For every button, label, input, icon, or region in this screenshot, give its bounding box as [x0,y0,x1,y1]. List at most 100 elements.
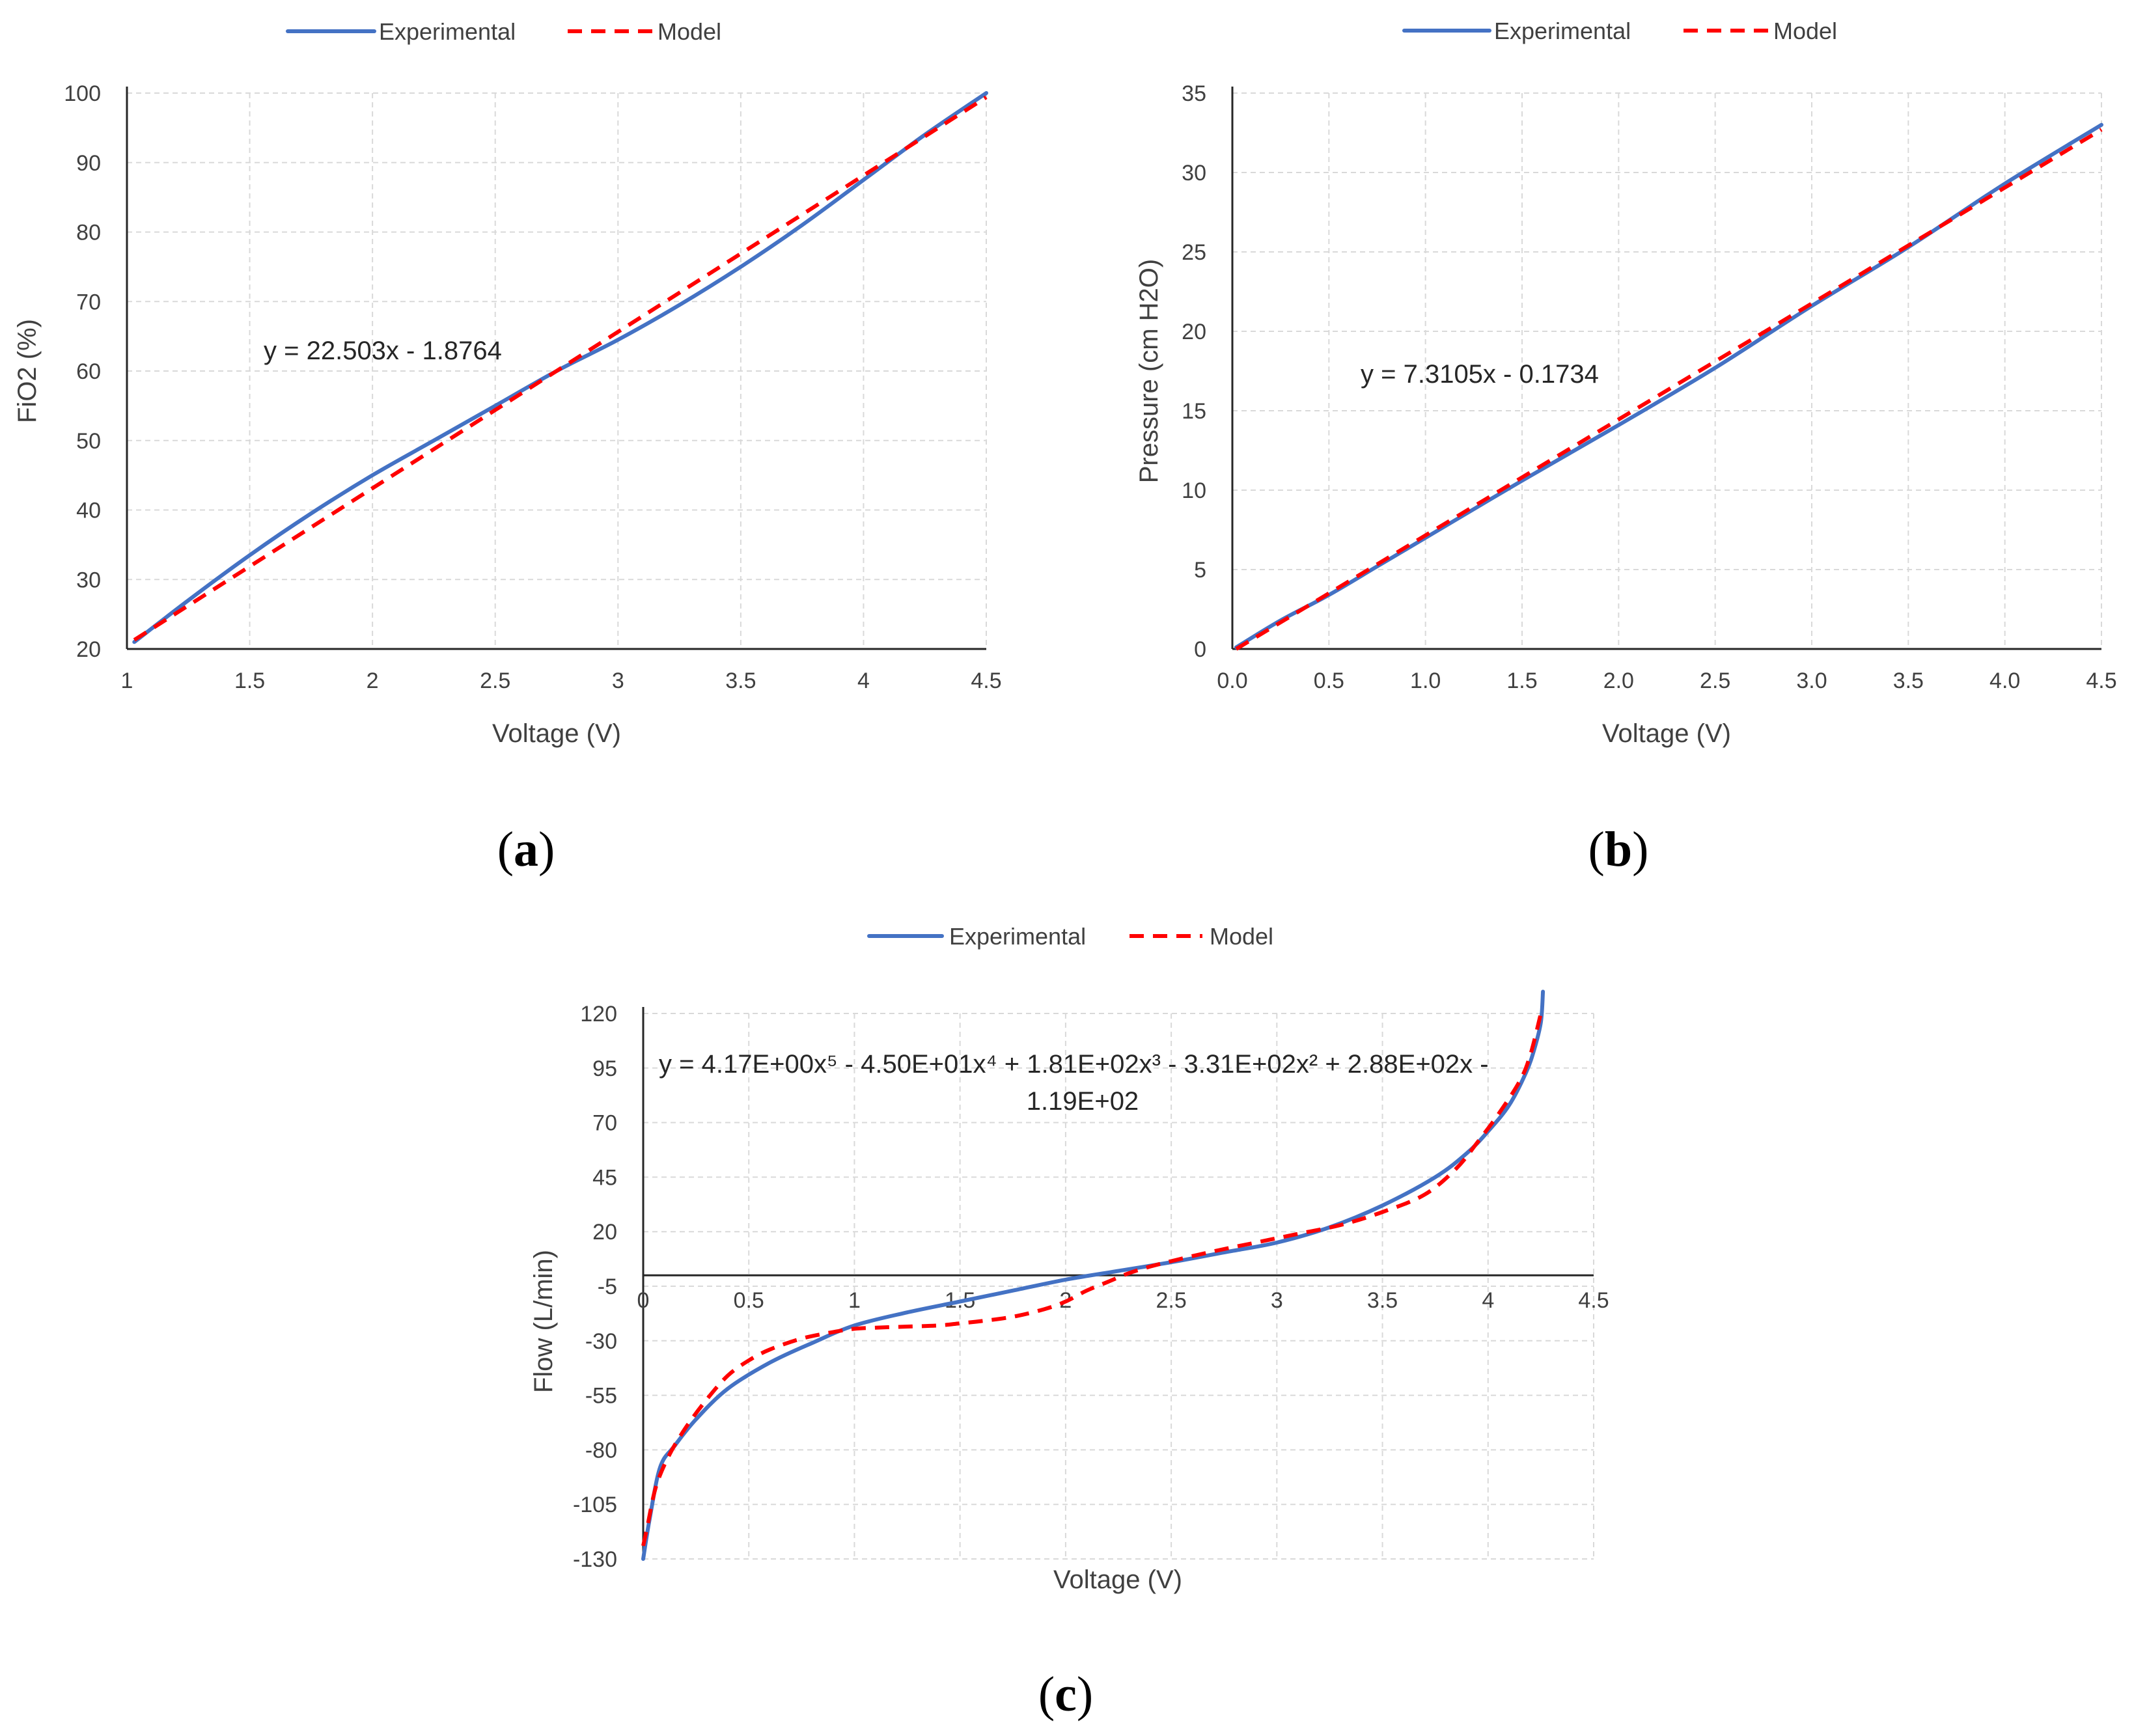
y-axis-label-c: Flow (L/min) [529,1250,558,1393]
x-tick-labels-a: 1 1.5 2 2.5 3 3.5 4 4.5 [121,668,1002,693]
series-a [132,91,988,644]
panel-letter-a: a [514,822,538,877]
x-tick-label: 2.5 [1700,668,1730,693]
x-tick-label: 3.0 [1796,668,1827,693]
legend-c: Experimental Model [867,923,1273,950]
x-tick-label: 3 [612,668,624,693]
legend-experimental-label: Experimental [1494,18,1631,44]
x-tick-label: 1 [848,1288,861,1313]
x-axis-label-a: Voltage (V) [492,719,621,748]
y-tick-label: 50 [76,429,101,454]
series-b [1234,122,2103,651]
equation-b: y = 7.3105x - 0.1734 [1361,360,1599,389]
x-tick-label: 0.5 [1314,668,1344,693]
y-tick-label: 80 [76,221,101,245]
x-tick-label: 4.5 [2086,668,2116,693]
y-tick-label: 30 [76,568,101,592]
y-tick-label: 100 [64,81,101,106]
x-tick-label: 2 [367,668,379,693]
axes-c [642,1007,1594,1559]
y-tick-label: -30 [585,1329,617,1354]
series-model-line [133,95,988,642]
x-tick-label: 1.5 [1506,668,1537,693]
x-tick-label: 0 [637,1288,650,1313]
series-model-line [641,1013,1543,1547]
y-tick-label: 120 [580,1002,617,1026]
y-tick-label: 0 [1194,637,1206,662]
y-tick-label: 5 [1194,558,1206,583]
x-axis-label-c: Voltage (V) [1053,1565,1182,1594]
x-tick-labels-c: 0 0.5 1 1.5 2 2.5 3 3.5 4 4.5 [637,1288,1609,1313]
y-tick-label: 35 [1182,81,1206,106]
chart-c: Experimental Model 0 0.5 1 1.5 2 2.5 3 3.5 4 4.5 … [529,923,1609,1722]
equation-a: y = 22.503x - 1.8764 [264,337,502,365]
y-tick-label: 95 [592,1056,617,1081]
gridlines-c [643,1013,1594,1560]
x-tick-label: 1.5 [234,668,265,693]
legend-a: Experimental Model [286,18,721,45]
panel-letter-c: c [1055,1667,1077,1722]
x-axis-label-b: Voltage (V) [1602,719,1731,748]
series-c [641,989,1545,1561]
y-tick-label: 20 [76,637,101,662]
y-tick-label: 90 [76,151,101,176]
x-tick-label: 4 [857,668,870,693]
x-tick-label: 0.0 [1217,668,1247,693]
y-tick-label: 25 [1182,240,1206,265]
y-tick-labels-c: -130 -105 -80 -55 -30 -5 20 45 70 95 120 [573,1002,617,1572]
x-tick-label: 3.5 [1367,1288,1398,1313]
y-axis-label-b: Pressure (cm H2O) [1135,259,1163,484]
axes-a [126,87,986,650]
y-tick-label: -5 [598,1274,617,1299]
y-tick-label: -55 [585,1384,617,1409]
series-model-line [1235,128,2103,651]
x-tick-label: 4 [1482,1288,1494,1313]
y-tick-label: -80 [585,1438,617,1463]
legend-experimental-label: Experimental [949,923,1086,950]
y-tick-label: 10 [1182,478,1206,503]
legend-b: Experimental Model [1402,18,1837,44]
y-tick-label: 20 [1182,320,1206,344]
y-tick-label: 45 [592,1165,617,1190]
x-tick-label: 2.5 [1156,1288,1186,1313]
y-tick-labels-a: 20 30 40 50 60 70 80 90 100 [64,81,101,662]
legend-model-label: Model [658,18,721,45]
x-tick-label: 3 [1271,1288,1283,1313]
x-tick-label: 4.5 [971,668,1001,693]
y-tick-label: 30 [1182,161,1206,186]
x-tick-label: 0.5 [734,1288,764,1313]
chart-b: Experimental Model 0.0 0.5 1.0 1.5 2.0 2.5 3.0… [1135,18,2117,877]
equation-c-line2: 1.19E+02 [1027,1087,1139,1116]
legend-experimental-label: Experimental [379,18,516,45]
x-tick-label: 3.5 [1893,668,1924,693]
y-tick-label: 15 [1182,399,1206,424]
chart-a: Experimental Model 1 1.5 2 2.5 3 3.5 4 4.5 20 30… [13,18,1002,877]
y-tick-labels-b: 0 5 10 15 20 25 30 35 [1182,81,1206,662]
panel-label-a: (a) [497,822,555,877]
y-tick-label: 40 [76,499,101,523]
series-experimental-line [641,989,1545,1561]
x-tick-label: 2.5 [480,668,510,693]
panel-label-b: (b) [1588,822,1649,877]
x-tick-labels-b: 0.0 0.5 1.0 1.5 2.0 2.5 3.0 3.5 4.0 4.5 [1217,668,2116,693]
x-tick-label: 4.0 [1989,668,2020,693]
x-tick-label: 1 [121,668,133,693]
y-tick-label: 20 [592,1220,617,1245]
x-tick-label: 2.0 [1603,668,1634,693]
axes-b [1231,87,2101,650]
x-tick-label: 3.5 [725,668,756,693]
legend-model-label: Model [1210,923,1273,950]
y-tick-label: -105 [573,1493,617,1517]
y-tick-label: 60 [76,359,101,384]
panel-label-c: (c) [1038,1667,1093,1722]
x-tick-label: 1.0 [1410,668,1441,693]
equation-c-line1: y = 4.17E+00x⁵ - 4.50E+01x⁴ + 1.81E+02x³… [659,1050,1489,1079]
y-tick-label: 70 [592,1111,617,1136]
panel-letter-b: b [1605,822,1632,877]
legend-model-label: Model [1773,18,1837,44]
y-tick-label: -130 [573,1547,617,1572]
x-tick-label: 4.5 [1578,1288,1609,1313]
y-tick-label: 70 [76,290,101,314]
y-axis-label-a: FiO2 (%) [13,319,42,423]
